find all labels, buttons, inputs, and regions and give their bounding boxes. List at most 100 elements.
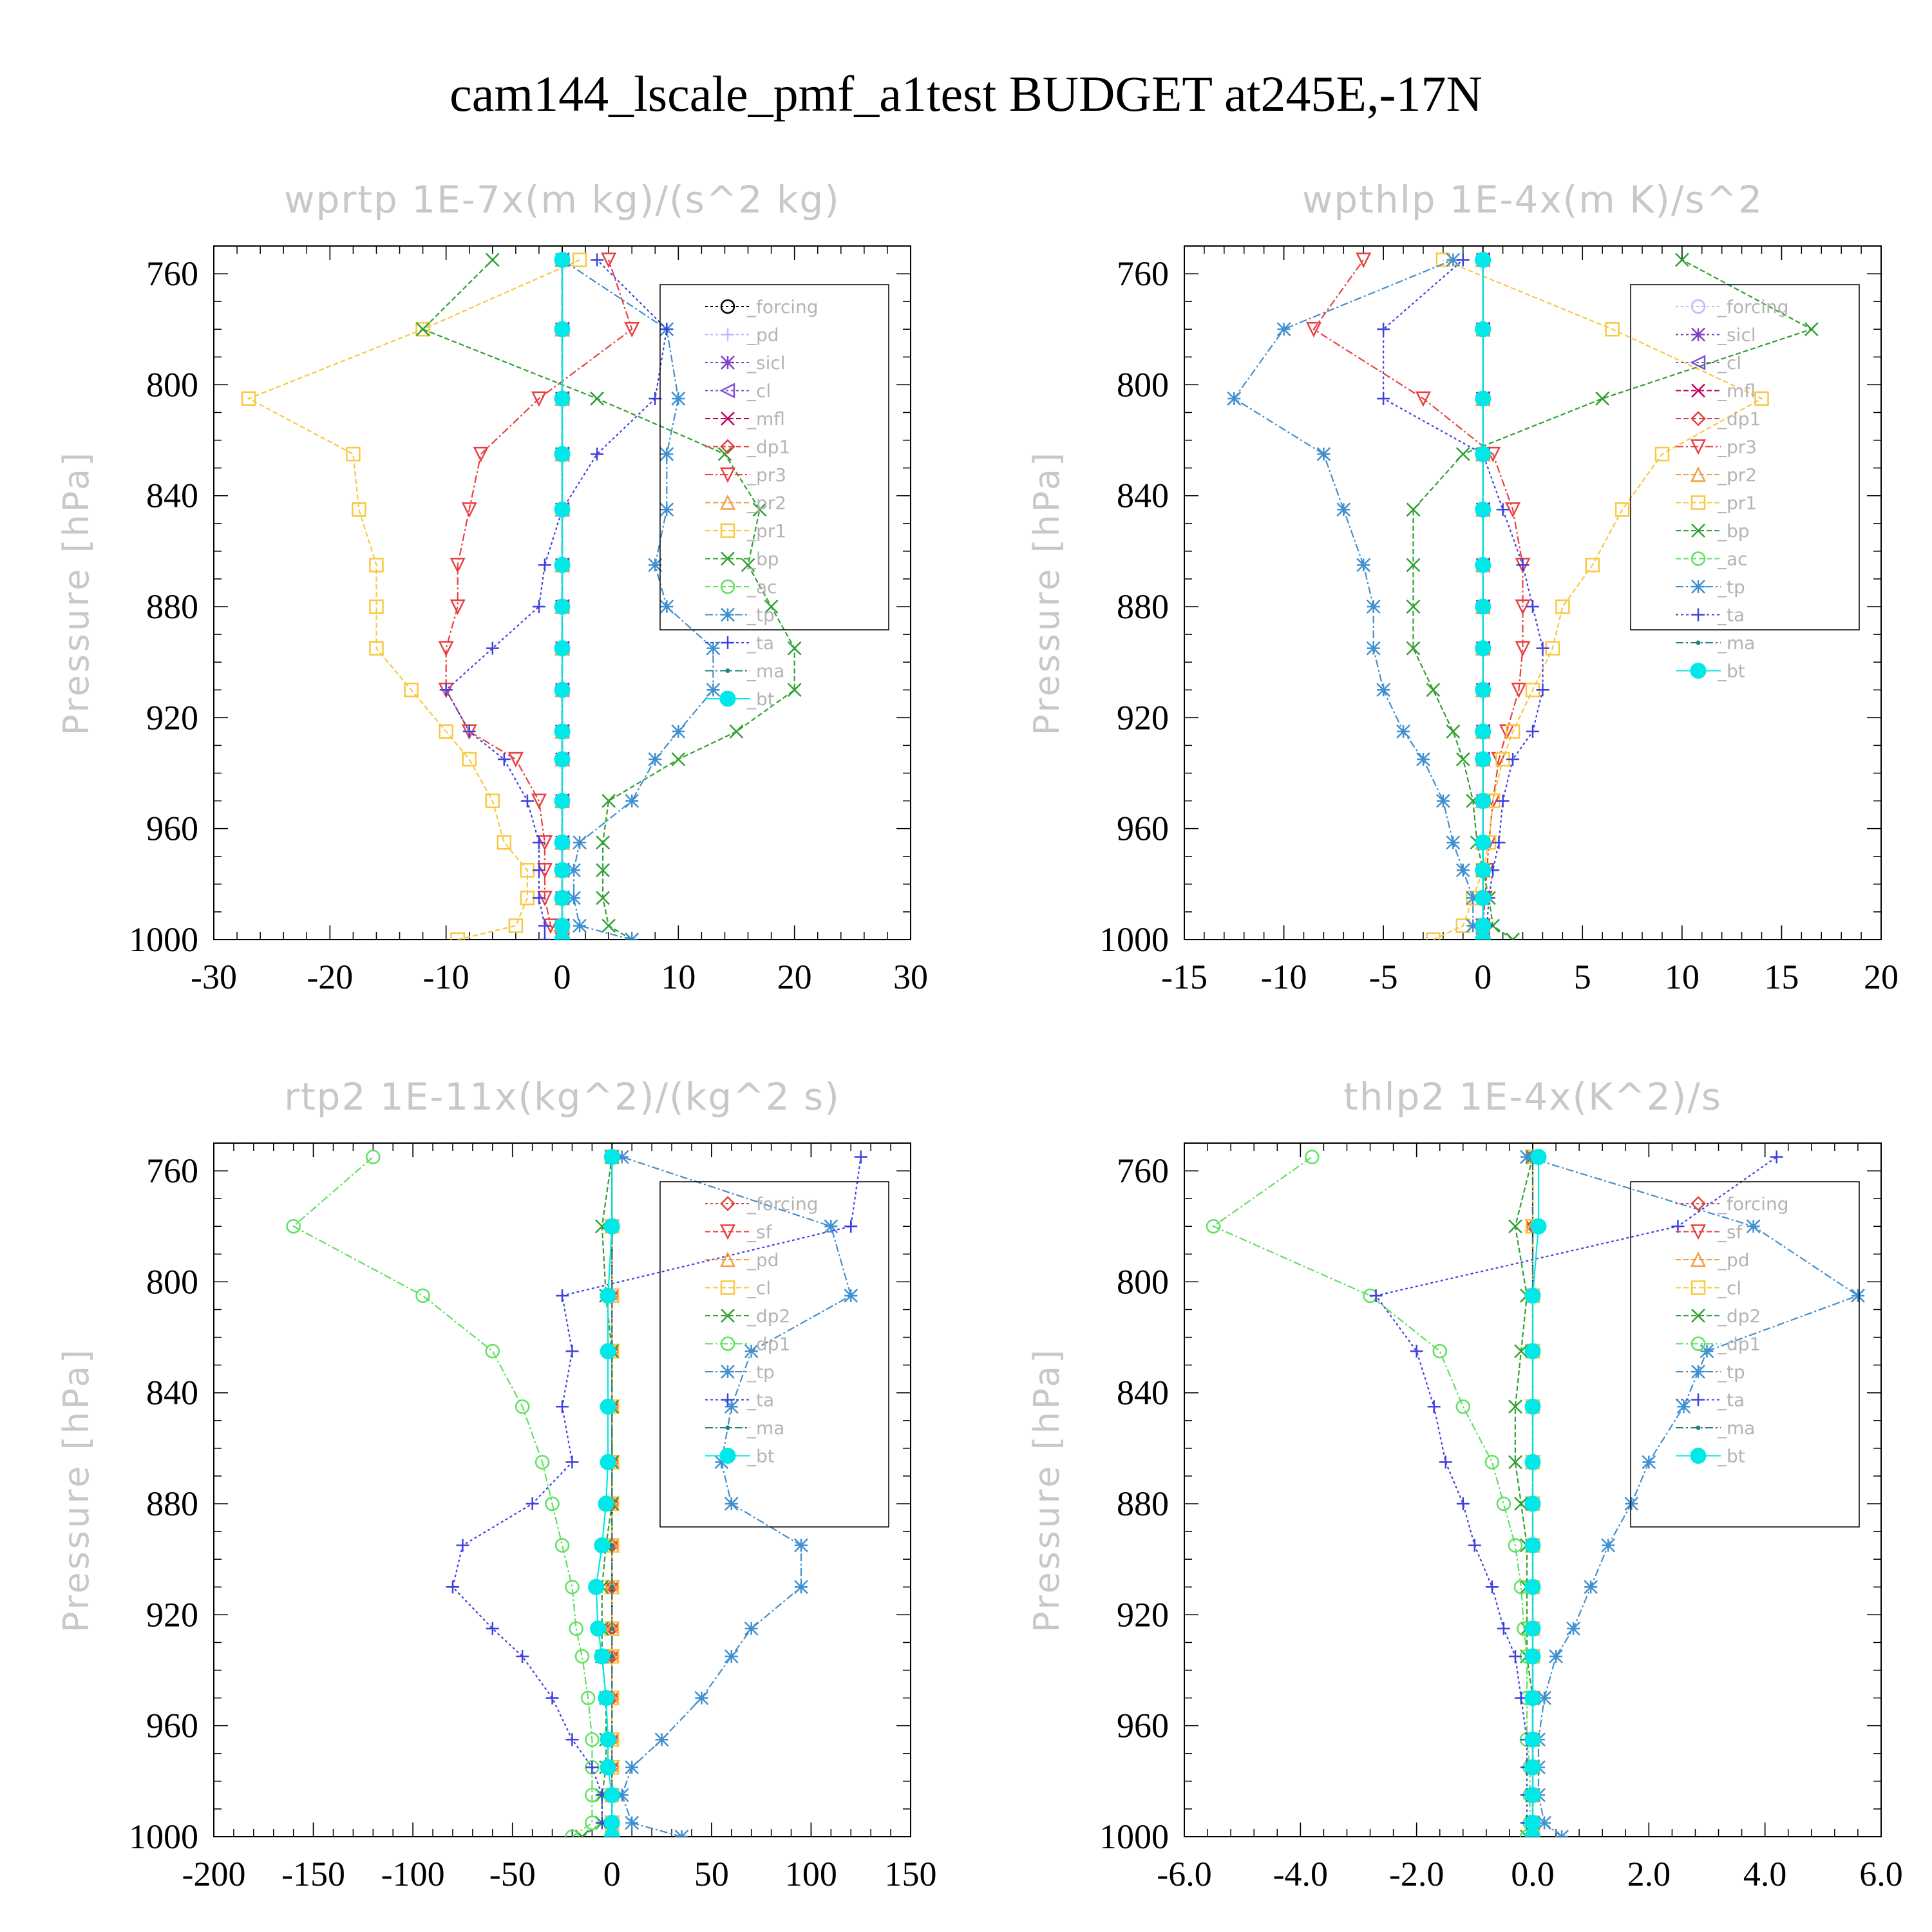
data-point xyxy=(1496,1496,1511,1511)
y-tick-label: 840 xyxy=(1117,477,1169,515)
data-point xyxy=(346,446,361,462)
data-point xyxy=(1456,253,1470,267)
chart-panel-3: rtp2 1E-11x(kg^2)/(kg^2 s) Pressure [hPa]… xyxy=(56,1075,937,1893)
data-point xyxy=(554,751,571,768)
legend-marker xyxy=(1691,1365,1705,1379)
x-tick-label: -100 xyxy=(381,1855,445,1893)
legend-item: _pr1 xyxy=(705,520,786,542)
legend-label: _ma xyxy=(1717,632,1755,654)
legend-item: _mfl xyxy=(1676,381,1756,402)
y-tick-label: 920 xyxy=(1117,698,1169,737)
data-point xyxy=(1436,793,1450,808)
data-point xyxy=(554,793,571,810)
data-point xyxy=(526,1497,539,1511)
plot-frame xyxy=(1184,245,1882,940)
legend-item: _pr1 xyxy=(1676,493,1757,514)
data-point xyxy=(1515,599,1531,615)
series-line xyxy=(292,1156,593,1837)
y-tick-label: 920 xyxy=(1117,1595,1169,1634)
legend-label: _ac xyxy=(1717,549,1748,570)
plot-frame xyxy=(213,1142,911,1837)
legend: _forcing _sicl _cl _mfl _dp1 _pr3 _pr2 _pr1 _bp _… xyxy=(1630,284,1860,682)
data-point xyxy=(565,1345,579,1358)
legend-marker xyxy=(721,355,735,370)
data-point xyxy=(1475,889,1492,906)
legend-label: _pd xyxy=(746,1249,779,1271)
data-point xyxy=(446,1580,459,1594)
data-point xyxy=(659,502,674,517)
x-tick-label: 50 xyxy=(694,1855,729,1893)
data-point xyxy=(456,1539,469,1552)
data-point xyxy=(588,1578,605,1595)
data-point xyxy=(485,793,500,808)
legend-marker xyxy=(1692,608,1705,621)
data-point xyxy=(554,598,571,615)
data-point xyxy=(609,1626,614,1631)
data-point xyxy=(1305,321,1321,338)
data-point xyxy=(369,641,384,656)
data-point xyxy=(1514,1344,1528,1358)
legend-item: _mfl xyxy=(705,408,785,430)
y-tick-label: 800 xyxy=(146,1262,198,1301)
x-tick-label: 0 xyxy=(554,958,571,996)
data-point xyxy=(565,1733,579,1747)
data-point xyxy=(794,1538,808,1553)
legend-item: _cl xyxy=(705,1278,771,1299)
data-point xyxy=(415,321,430,337)
data-point xyxy=(706,683,721,697)
x-tick-label: -10 xyxy=(423,958,469,996)
data-point xyxy=(1492,836,1506,849)
plot-area xyxy=(1227,246,1819,940)
data-point xyxy=(573,835,587,850)
data-point xyxy=(567,863,581,878)
legend-marker xyxy=(1690,1251,1707,1267)
x-tick-label: -30 xyxy=(191,958,237,996)
data-point xyxy=(1508,1649,1522,1663)
data-point xyxy=(1615,502,1630,517)
data-point xyxy=(600,1731,616,1748)
data-point xyxy=(1605,321,1620,337)
data-point xyxy=(1524,1495,1541,1512)
data-point xyxy=(1674,252,1689,267)
data-point xyxy=(625,1760,639,1775)
data-point xyxy=(714,1455,729,1470)
data-point xyxy=(596,835,611,850)
data-point xyxy=(787,683,802,697)
legend-item: _forcing xyxy=(1676,296,1789,317)
data-point xyxy=(1316,447,1331,461)
data-point xyxy=(600,1343,616,1359)
data-point xyxy=(1549,1649,1563,1663)
legend-item: _bp xyxy=(1676,520,1750,542)
data-point xyxy=(648,752,663,766)
legend-item: _sf xyxy=(1676,1222,1743,1243)
legend-item: _ac xyxy=(1676,549,1748,570)
data-point xyxy=(1475,793,1492,810)
data-point xyxy=(1276,322,1291,337)
legend-frame xyxy=(1630,284,1860,630)
data-point xyxy=(554,889,571,906)
data-point xyxy=(671,724,686,739)
y-tick-label: 880 xyxy=(1117,1484,1169,1523)
data-point xyxy=(1601,1538,1616,1553)
data-point xyxy=(625,793,639,808)
legend-label: _mfl xyxy=(746,408,785,430)
data-point xyxy=(1366,641,1381,656)
y-tick-label: 920 xyxy=(146,698,198,737)
legend-item: _sicl xyxy=(1676,325,1756,346)
data-point xyxy=(717,447,732,461)
data-point xyxy=(535,1455,550,1470)
data-point xyxy=(554,834,571,851)
data-point xyxy=(404,683,419,697)
data-point xyxy=(659,600,674,614)
data-point xyxy=(461,502,477,518)
data-point xyxy=(1305,1150,1320,1164)
data-point xyxy=(603,1149,620,1166)
legend-marker xyxy=(1690,439,1707,455)
legend-frame xyxy=(1630,1181,1860,1528)
x-tick-label: 30 xyxy=(893,958,928,996)
data-point xyxy=(1526,724,1539,738)
data-point xyxy=(352,502,366,517)
series-bt xyxy=(588,1149,620,1837)
data-point xyxy=(415,322,430,337)
